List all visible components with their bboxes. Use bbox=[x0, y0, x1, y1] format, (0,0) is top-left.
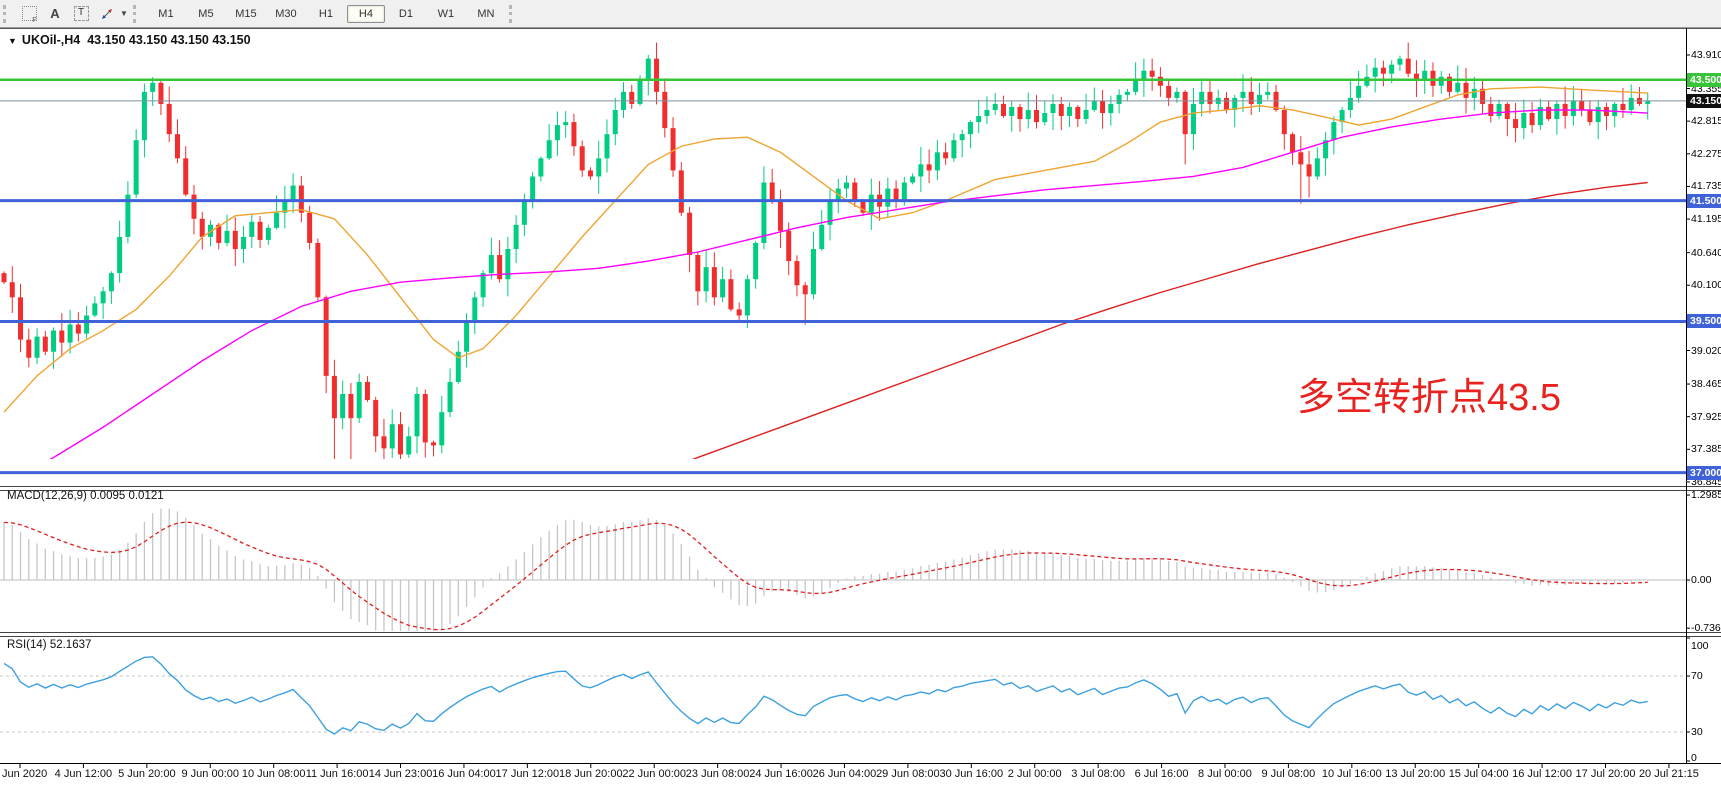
time-axis-label: 24 Jun 16:00 bbox=[749, 768, 813, 780]
text-label-icon[interactable]: A bbox=[50, 6, 60, 21]
timeframe-button-m5[interactable]: M5 bbox=[198, 7, 214, 20]
time-axis-label: 23 Jun 08:00 bbox=[685, 768, 750, 780]
timeframe-button-m1[interactable]: M1 bbox=[158, 7, 174, 20]
price-badge: 41.500 bbox=[1687, 193, 1721, 208]
price-badge: 43.150 bbox=[1687, 93, 1721, 108]
time-axis-label: 30 Jun 16:00 bbox=[939, 768, 1004, 780]
time-axis-label: 29 Jun 08:00 bbox=[876, 768, 940, 780]
text-box-icon[interactable]: T bbox=[69, 3, 93, 25]
macd-indicator-label: MACD(12,26,9) 0.0095 0.0121 bbox=[7, 490, 164, 502]
timeframe-button-h4[interactable]: H4 bbox=[346, 4, 385, 23]
time-axis-label: 17 Jun 12:00 bbox=[495, 768, 560, 780]
time-axis-label: 9 Jul 08:00 bbox=[1261, 768, 1316, 780]
rsi-tick-label: 70 bbox=[1691, 670, 1703, 682]
timeframe-button-group: M1 M5 M15 M30 H1 H4 D1 W1 MN bbox=[146, 4, 506, 23]
toolbar: F A T ▼ M1 M5 M15 M30 H1 H4 D1 W1 MN bbox=[0, 0, 1721, 28]
chevron-down-icon[interactable]: ▼ bbox=[120, 9, 128, 18]
price-tick-label: 43.910 bbox=[1691, 49, 1721, 61]
chart-canvas[interactable] bbox=[0, 28, 1721, 793]
price-tick-label: 41.195 bbox=[1691, 213, 1721, 226]
macd-signal-line bbox=[3, 521, 1648, 631]
timeframe-button-m30[interactable]: M30 bbox=[275, 7, 297, 20]
time-axis-label: 11 Jun 16:00 bbox=[305, 768, 369, 780]
indicator-window-icon[interactable]: F bbox=[17, 3, 41, 25]
time-axis-label: 8 Jul 00:00 bbox=[1198, 768, 1252, 780]
rsi-line bbox=[3, 656, 1648, 735]
time-axis-label: 20 Jul 21:15 bbox=[1638, 768, 1699, 780]
timeframe-button-mn[interactable]: MN bbox=[477, 7, 495, 20]
timeframe-button-w1[interactable]: W1 bbox=[437, 7, 455, 20]
time-axis-label: 9 Jun 00:00 bbox=[181, 768, 240, 780]
rsi-tick-label: 30 bbox=[1691, 726, 1703, 738]
time-axis-label: 16 Jul 12:00 bbox=[1512, 768, 1573, 780]
arrows-glyph bbox=[102, 8, 112, 19]
price-badge: 39.500 bbox=[1687, 314, 1721, 329]
grid-f-glyph: F bbox=[21, 6, 37, 24]
price-tick-label: 39.020 bbox=[1691, 344, 1721, 357]
timeframe-button-h1[interactable]: H1 bbox=[318, 7, 333, 20]
chart-window: ▼ UKOil-,H4 43.150 43.150 43.150 43.150 M… bbox=[0, 28, 1721, 793]
rsi-indicator-label: RSI(14) 52.1637 bbox=[7, 639, 92, 651]
time-axis-label: 10 Jun 08:00 bbox=[241, 768, 306, 780]
price-tick-label: 40.100 bbox=[1691, 279, 1721, 292]
time-axis-label: 6 Jul 16:00 bbox=[1134, 768, 1189, 780]
time-axis-label: 18 Jun 20:00 bbox=[558, 768, 623, 780]
ma-slow-red bbox=[691, 181, 1648, 459]
rsi-tick-label: 0 bbox=[1691, 752, 1697, 764]
time-axis-label: 15 Jul 04:00 bbox=[1448, 768, 1509, 780]
boxed-t-glyph: T bbox=[73, 6, 89, 21]
timeframe-button-m15[interactable]: M15 bbox=[235, 7, 257, 20]
price-tick-label: 38.465 bbox=[1691, 378, 1721, 391]
price-tick-label: 41.735 bbox=[1691, 180, 1721, 193]
macd-tick-label: 0.00 bbox=[1691, 574, 1712, 586]
time-axis-label: 26 Jun 04:00 bbox=[812, 768, 877, 780]
timeframe-button-d1[interactable]: D1 bbox=[398, 7, 413, 20]
symbol-title: UKOil-,H4 bbox=[21, 33, 81, 47]
time-axis-label: 2 Jul 00:00 bbox=[1007, 768, 1062, 780]
price-tick-label: 42.275 bbox=[1691, 147, 1721, 160]
toolbar-drag-handle[interactable] bbox=[3, 4, 10, 23]
macd-tick-label: 1.2985 bbox=[1691, 489, 1721, 502]
quote-values: 43.150 43.150 43.150 43.150 bbox=[87, 33, 251, 47]
ma-mid-magenta bbox=[49, 109, 1648, 459]
macd-tick-label: -0.7362 bbox=[1691, 622, 1721, 635]
time-axis-label: 22 Jun 00:00 bbox=[622, 768, 686, 780]
price-tick-label: 40.640 bbox=[1691, 246, 1721, 259]
time-axis-label: 13 Jul 20:00 bbox=[1385, 768, 1446, 780]
ma-fast-orange bbox=[3, 86, 1648, 413]
time-axis-label: 14 Jun 23:00 bbox=[368, 768, 433, 780]
arrows-tool-icon[interactable] bbox=[95, 3, 119, 25]
price-tick-label: 37.925 bbox=[1691, 410, 1721, 423]
time-axis-label: 5 Jun 20:00 bbox=[118, 768, 176, 780]
time-axis-label: 16 Jun 04:00 bbox=[432, 768, 496, 780]
rsi-tick-label: 100 bbox=[1691, 640, 1709, 652]
chevron-down-icon[interactable]: ▼ bbox=[8, 36, 17, 46]
price-tick-label: 42.815 bbox=[1691, 115, 1721, 128]
time-axis-label: 4 Jun 12:00 bbox=[54, 768, 113, 780]
symbol-quote-line[interactable]: ▼ UKOil-,H4 43.150 43.150 43.150 43.150 bbox=[8, 33, 251, 47]
time-axis-label: 10 Jul 16:00 bbox=[1321, 768, 1382, 780]
chart-annotation-text: 多空转折点43.5 bbox=[1297, 377, 1561, 419]
time-axis-label: 3 Jun 2020 bbox=[0, 768, 48, 780]
time-axis-label: 17 Jul 20:00 bbox=[1575, 768, 1636, 780]
price-tick-label: 37.385 bbox=[1691, 443, 1721, 456]
time-axis-label: 3 Jul 08:00 bbox=[1071, 768, 1126, 780]
price-badge: 43.500 bbox=[1687, 72, 1721, 87]
toolbar-drag-handle[interactable] bbox=[132, 4, 140, 23]
price-badge: 37.000 bbox=[1687, 465, 1721, 480]
toolbar-drag-handle[interactable] bbox=[508, 4, 516, 23]
